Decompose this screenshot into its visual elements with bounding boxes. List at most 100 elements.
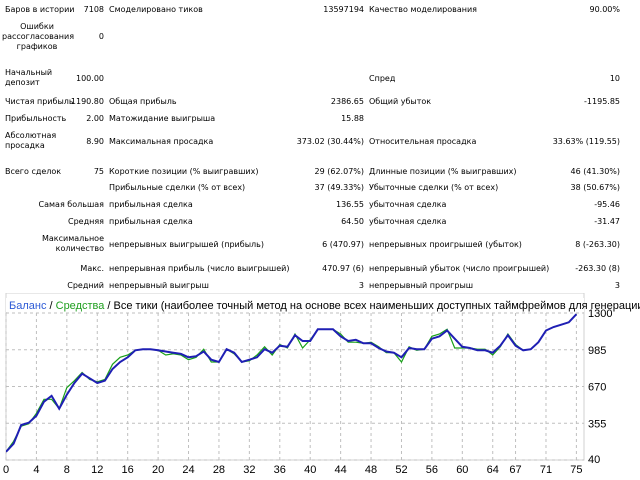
x-tick-label: 67 bbox=[509, 464, 521, 476]
x-tick-label: 4 bbox=[33, 464, 39, 476]
x-tick-label: 0 bbox=[3, 464, 9, 476]
x-tick-label: 75 bbox=[570, 464, 582, 476]
consec-wins-label: непрерывных выигрышей (прибыль) bbox=[109, 240, 264, 249]
consec-losses-label: непрерывных проигрышей (убыток) bbox=[369, 240, 522, 249]
balance-series-line bbox=[6, 313, 578, 453]
x-axis-ticks: 0 4 8 12 16 20 24 28 32 36 40 44 48 52 56 60 64 67 71 75 bbox=[3, 464, 583, 476]
x-tick-label: 52 bbox=[395, 464, 407, 476]
consec-wins-value: 6 (470.97) bbox=[322, 240, 364, 249]
legend-separator-1: / bbox=[46, 300, 55, 312]
mismatched-errors-value: 0 bbox=[98, 32, 104, 41]
y-tick-label: 670 bbox=[588, 382, 606, 394]
report-summary: Баров в истории 7108 Смоделировано тиков… bbox=[2, 5, 620, 290]
rel-drawdown-value: 33.63% (119.55) bbox=[552, 137, 620, 146]
gross-profit-value: 2386.65 bbox=[330, 97, 364, 106]
y-tick-label: 40 bbox=[588, 454, 600, 466]
modeling-quality-label: Качество моделирования bbox=[369, 5, 477, 14]
modeling-quality-value: 90.00% bbox=[589, 5, 620, 14]
bars-in-history-value: 7108 bbox=[83, 5, 104, 14]
x-tick-label: 32 bbox=[243, 464, 255, 476]
largest-label: Самая большая bbox=[38, 200, 104, 209]
profit-trades-value: 37 (49.33%) bbox=[314, 183, 364, 192]
max-drawdown-value: 373.02 (30.44%) bbox=[296, 137, 364, 146]
x-tick-label: 12 bbox=[91, 464, 103, 476]
total-trades-label: Всего сделок bbox=[5, 167, 62, 176]
max-count-label: Максимальное количество bbox=[41, 234, 104, 253]
profit-factor-value: 2.00 bbox=[86, 114, 104, 123]
equity-chart: Баланс / Средства / Все тики (наиболее т… bbox=[0, 293, 640, 480]
average-label: Средняя bbox=[68, 217, 104, 226]
gross-profit-label: Общая прибыль bbox=[109, 97, 177, 106]
gross-loss-label: Общий убыток bbox=[369, 97, 432, 106]
legend-equity: Средства bbox=[56, 300, 106, 312]
rel-drawdown-label: Относительная просадка bbox=[369, 137, 477, 146]
x-tick-label: 56 bbox=[426, 464, 438, 476]
legend-modeling-method: Все тики (наиболее точный метод на основ… bbox=[114, 300, 640, 312]
short-positions-label: Короткие позиции (% выигравших) bbox=[109, 167, 259, 176]
avg-label: Средний bbox=[67, 281, 104, 290]
spread-label: Спред bbox=[369, 74, 396, 83]
largest-loss-label: убыточная сделка bbox=[369, 200, 447, 209]
average-profit-value: 64.50 bbox=[341, 217, 364, 226]
initial-deposit-label: Начальный депозит bbox=[5, 68, 53, 87]
x-tick-label: 24 bbox=[182, 464, 194, 476]
avg-consec-losses-label: непрерывный проигрыш bbox=[369, 281, 474, 290]
consec-losses-value: 8 (-263.30) bbox=[575, 240, 620, 249]
consec-profit-label: непрерывная прибыль (число выигрышей) bbox=[109, 264, 290, 273]
x-tick-label: 44 bbox=[335, 464, 347, 476]
short-positions-value: 29 (62.07%) bbox=[314, 167, 364, 176]
x-tick-label: 16 bbox=[122, 464, 134, 476]
bars-in-history-label: Баров в истории bbox=[5, 5, 75, 14]
max-label: Макс. bbox=[80, 264, 104, 273]
average-loss-label: убыточная сделка bbox=[369, 217, 447, 226]
loss-trades-value: 38 (50.67%) bbox=[570, 183, 620, 192]
y-tick-label: 985 bbox=[588, 345, 606, 357]
abs-drawdown-value: 8.90 bbox=[86, 137, 104, 146]
expected-payoff-value: 15.88 bbox=[341, 114, 364, 123]
profit-trades-label: Прибыльные сделки (% от всех) bbox=[109, 183, 246, 192]
net-profit-label: Чистая прибыль bbox=[5, 97, 74, 106]
consec-loss-label: непрерывный убыток (число проигрышей) bbox=[369, 264, 550, 273]
abs-drawdown-label: Абсолютная просадка bbox=[5, 131, 57, 150]
x-tick-label: 60 bbox=[456, 464, 468, 476]
spread-value: 10 bbox=[609, 74, 620, 83]
y-tick-label: 1300 bbox=[588, 308, 612, 320]
max-drawdown-label: Максимальная просадка bbox=[109, 137, 214, 146]
y-axis-ticks: 1300 985 670 355 40 bbox=[588, 308, 612, 466]
largest-profit-label: прибыльная сделка bbox=[109, 200, 193, 209]
long-positions-label: Длинные позиции (% выигравших) bbox=[369, 167, 517, 176]
x-tick-label: 20 bbox=[152, 464, 164, 476]
total-trades-value: 75 bbox=[93, 167, 104, 176]
net-profit-value: 1190.80 bbox=[70, 97, 104, 106]
consec-profit-value: 470.97 (6) bbox=[322, 264, 364, 273]
x-tick-label: 28 bbox=[213, 464, 225, 476]
profit-factor-label: Прибыльность bbox=[5, 114, 67, 123]
legend-separator-2: / bbox=[104, 300, 113, 312]
chart-svg: Баланс / Средства / Все тики (наиболее т… bbox=[3, 293, 640, 476]
y-tick-label: 355 bbox=[588, 418, 606, 430]
consec-loss-value: -263.30 (8) bbox=[575, 264, 620, 273]
plot-area bbox=[5, 293, 585, 461]
largest-loss-value: -95.46 bbox=[594, 200, 620, 209]
x-tick-label: 40 bbox=[304, 464, 316, 476]
x-tick-label: 64 bbox=[487, 464, 499, 476]
ticks-modeled-label: Смоделировано тиков bbox=[109, 5, 203, 14]
mismatched-errors-label: Ошибки рассогласования графиков bbox=[2, 22, 75, 51]
legend-background bbox=[6, 298, 584, 312]
avg-consec-wins-label: непрерывный выигрыш bbox=[109, 281, 209, 290]
x-tick-label: 8 bbox=[64, 464, 70, 476]
avg-consec-losses-value: 3 bbox=[614, 281, 620, 290]
chart-legend: Баланс / Средства / Все тики (наиболее т… bbox=[9, 300, 640, 312]
avg-consec-wins-value: 3 bbox=[358, 281, 364, 290]
gross-loss-value: -1195.85 bbox=[584, 97, 620, 106]
expected-payoff-label: Матожидание выигрыша bbox=[109, 114, 216, 123]
initial-deposit-value: 100.00 bbox=[76, 74, 104, 83]
largest-profit-value: 136.55 bbox=[336, 200, 364, 209]
ticks-modeled-value: 13597194 bbox=[323, 5, 364, 14]
x-tick-label: 36 bbox=[274, 464, 286, 476]
x-tick-label: 48 bbox=[365, 464, 377, 476]
legend-balance: Баланс bbox=[9, 300, 47, 312]
grid-lines bbox=[5, 312, 584, 461]
average-loss-value: -31.47 bbox=[594, 217, 620, 226]
loss-trades-label: Убыточные сделки (% от всех) bbox=[369, 183, 499, 192]
